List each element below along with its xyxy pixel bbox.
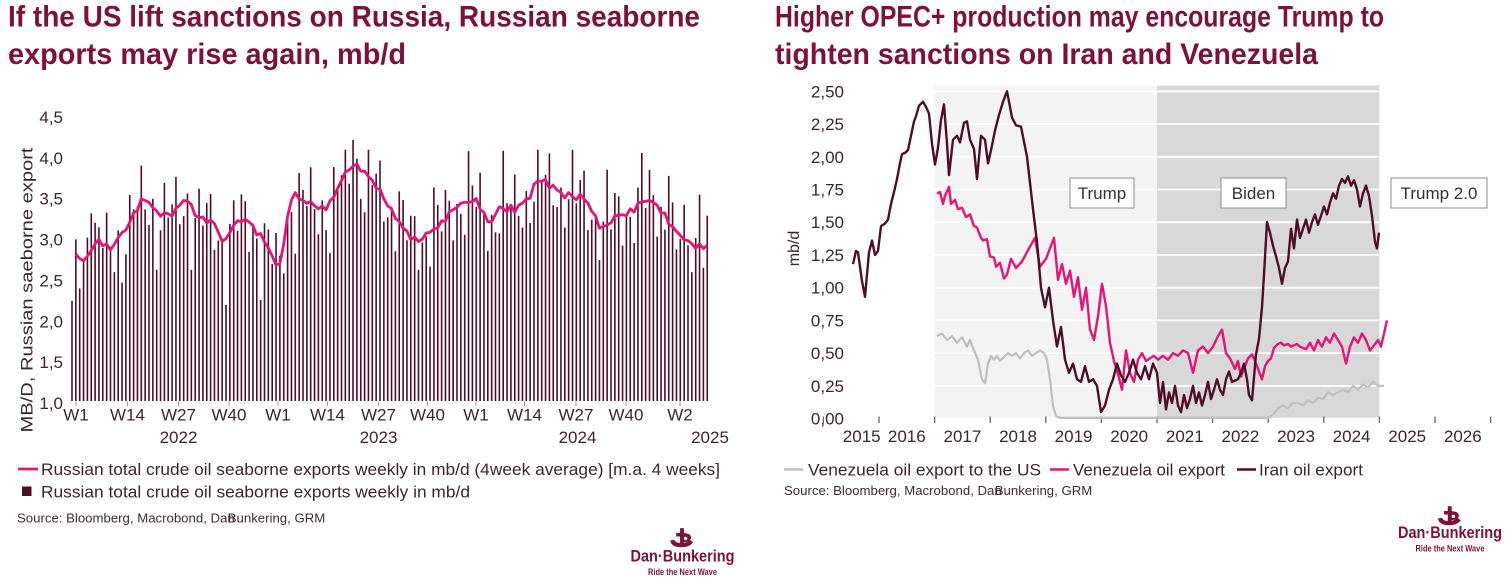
- svg-text:2023: 2023: [1277, 427, 1315, 446]
- svg-text:2021: 2021: [1166, 427, 1204, 446]
- svg-text:If the US lift sanctions on Ru: If the US lift sanctions on Russia, Russ…: [8, 1, 700, 34]
- svg-text:Ride the Next Wave: Ride the Next Wave: [1416, 543, 1485, 553]
- svg-text:3,0: 3,0: [39, 231, 63, 250]
- svg-text:2025: 2025: [1388, 427, 1426, 446]
- svg-text:tighten sanctions on Iran and: tighten sanctions on Iran and Venezuela: [775, 38, 1319, 71]
- svg-text:Venezuela oil export: Venezuela oil export: [1073, 461, 1225, 480]
- svg-text:2024: 2024: [1333, 427, 1371, 446]
- svg-text:Dan·Bunkering: Dan·Bunkering: [1398, 523, 1502, 542]
- svg-text:2024: 2024: [559, 428, 597, 447]
- svg-text:W27: W27: [161, 406, 196, 425]
- svg-text:Trump: Trump: [1078, 184, 1127, 203]
- svg-text:1,0: 1,0: [39, 394, 63, 413]
- svg-text:W14: W14: [507, 406, 542, 425]
- svg-text:W2: W2: [667, 406, 693, 425]
- svg-text:1,00: 1,00: [811, 279, 844, 298]
- svg-text:2022: 2022: [1221, 427, 1259, 446]
- svg-text:2016: 2016: [888, 427, 926, 446]
- svg-text:Dan·Bunkering: Dan·Bunkering: [631, 547, 735, 566]
- svg-text:0,75: 0,75: [811, 311, 844, 330]
- svg-text:Russian total crude oil seabor: Russian total crude oil seaborne exports…: [41, 483, 470, 502]
- svg-text:W27: W27: [559, 406, 594, 425]
- svg-text:mb/d: mb/d: [786, 231, 803, 267]
- svg-text:Russian total crude oil seabor: Russian total crude oil seaborne exports…: [41, 460, 720, 479]
- svg-text:0,25: 0,25: [811, 377, 844, 396]
- svg-text:W1: W1: [63, 406, 89, 425]
- svg-text:2,0: 2,0: [39, 312, 63, 331]
- svg-text:W14: W14: [310, 406, 345, 425]
- svg-text:2,00: 2,00: [811, 148, 844, 167]
- svg-text:2019: 2019: [1055, 427, 1093, 446]
- svg-text:Trump 2.0: Trump 2.0: [1401, 184, 1478, 203]
- svg-text:W40: W40: [410, 406, 445, 425]
- svg-text:W14: W14: [110, 406, 145, 425]
- svg-text:Venezuela oil export to the US: Venezuela oil export to the US: [808, 461, 1041, 480]
- svg-text:exports may rise again, mb/d: exports may rise again, mb/d: [8, 38, 406, 71]
- svg-text:2023: 2023: [360, 428, 398, 447]
- svg-text:Iran oil export: Iran oil export: [1259, 461, 1363, 480]
- svg-text:0,00: 0,00: [811, 410, 844, 429]
- svg-text:2,50: 2,50: [811, 82, 844, 101]
- svg-text:2017: 2017: [943, 427, 981, 446]
- svg-text:2,5: 2,5: [39, 271, 63, 290]
- svg-text:2018: 2018: [999, 427, 1037, 446]
- svg-text:2,25: 2,25: [811, 115, 844, 134]
- svg-text:1,50: 1,50: [811, 213, 844, 232]
- svg-text:1,25: 1,25: [811, 246, 844, 265]
- svg-text:0,50: 0,50: [811, 344, 844, 363]
- svg-text:W27: W27: [361, 406, 396, 425]
- svg-text:1,5: 1,5: [39, 353, 63, 372]
- svg-text:W1: W1: [265, 406, 291, 425]
- svg-text:3,5: 3,5: [39, 190, 63, 209]
- svg-text:MB/D, Russian saeborne export: MB/D, Russian saeborne export: [19, 147, 37, 432]
- svg-text:1,75: 1,75: [811, 181, 844, 200]
- svg-text:Biden: Biden: [1232, 184, 1275, 203]
- svg-text:2022: 2022: [160, 428, 198, 447]
- svg-text:W40: W40: [212, 406, 247, 425]
- svg-text:W40: W40: [609, 406, 644, 425]
- svg-text:2015: 2015: [843, 427, 881, 446]
- svg-text:2026: 2026: [1444, 427, 1482, 446]
- svg-text:W1: W1: [463, 406, 489, 425]
- svg-text:2020: 2020: [1110, 427, 1148, 446]
- svg-text:Source: Bloomberg, Macrobond,: Source: Bloomberg, Macrobond, DanBunkeri…: [17, 511, 325, 526]
- svg-text:4,0: 4,0: [39, 149, 63, 168]
- svg-text:2025: 2025: [691, 428, 729, 447]
- svg-text:Source: Bloomberg, Macrobond,: Source: Bloomberg, Macrobond, DanBunkeri…: [784, 483, 1092, 498]
- svg-text:Ride the Next Wave: Ride the Next Wave: [648, 567, 717, 577]
- svg-text:Higher OPEC+ production may en: Higher OPEC+ production may encourage Tr…: [775, 1, 1384, 34]
- svg-text:4,5: 4,5: [39, 108, 63, 127]
